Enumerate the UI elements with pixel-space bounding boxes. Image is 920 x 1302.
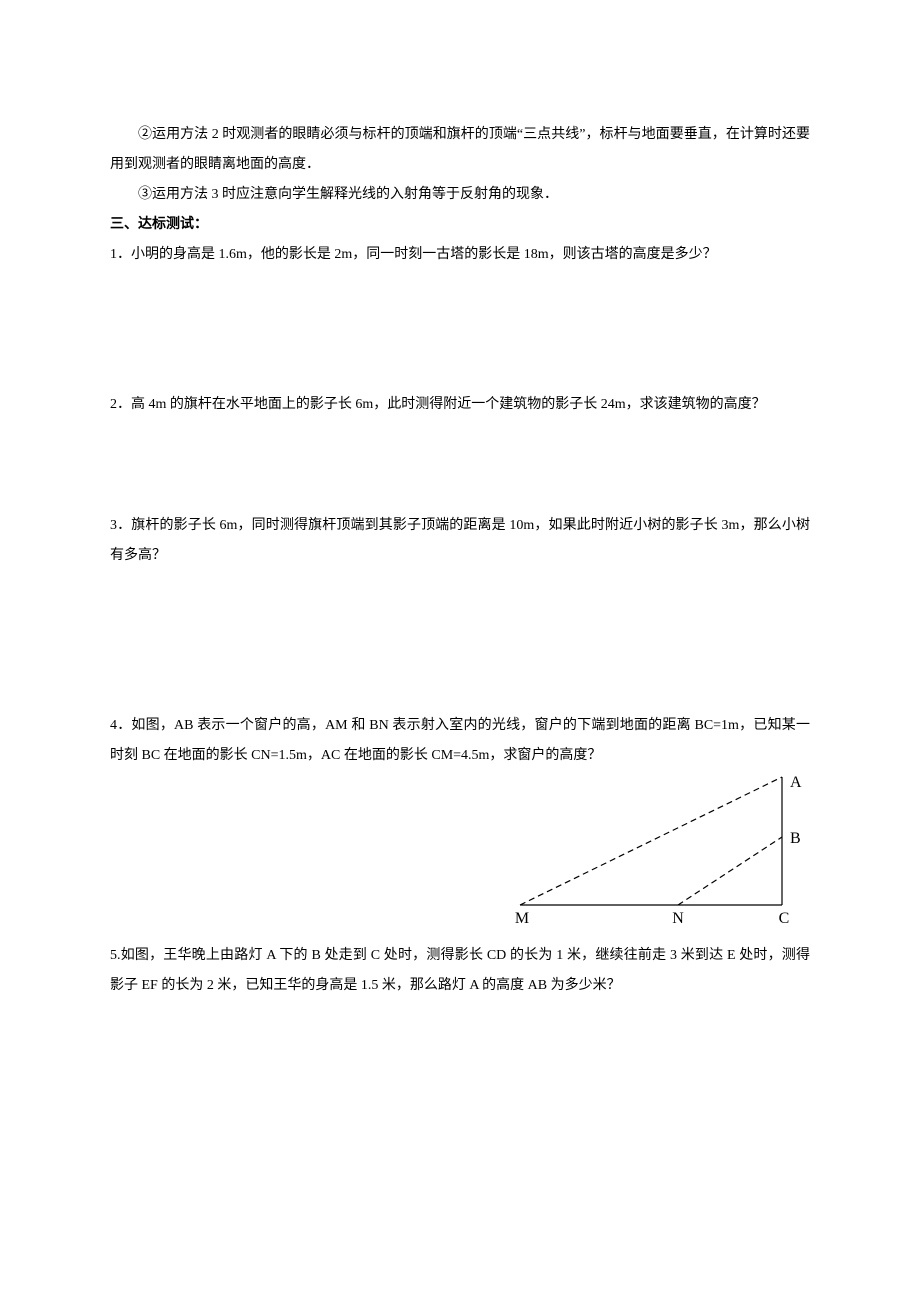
diagram-q4: A B C N M — [500, 775, 810, 931]
diagram-q4-wrap: A B C N M — [110, 775, 810, 931]
spacer — [110, 421, 810, 511]
svg-text:A: A — [790, 775, 802, 791]
section-3-heading: 三、达标测试： — [110, 210, 810, 240]
paragraph-method-2: ②运用方法 2 时观测者的眼睛必须与标杆的顶端和旗杆的顶端“三点共线”，标杆与地… — [110, 120, 810, 180]
spacer — [110, 571, 810, 711]
question-5: 5.如图，王华晚上由路灯 A 下的 B 处走到 C 处时，测得影长 CD 的长为… — [110, 941, 810, 1001]
question-3: 3．旗杆的影子长 6m，同时测得旗杆顶端到其影子顶端的距离是 10m，如果此时附… — [110, 511, 810, 571]
paragraph-method-3: ③运用方法 3 时应注意向学生解释光线的入射角等于反射角的现象． — [110, 180, 810, 210]
question-1: 1．小明的身高是 1.6m，他的影长是 2m，同一时刻一古塔的影长是 18m，则… — [110, 240, 810, 270]
spacer — [110, 270, 810, 390]
svg-text:C: C — [779, 910, 790, 927]
svg-text:N: N — [672, 910, 684, 927]
question-2: 2．高 4m 的旗杆在水平地面上的影子长 6m，此时测得附近一个建筑物的影子长 … — [110, 390, 810, 420]
svg-text:B: B — [790, 830, 801, 847]
svg-text:M: M — [515, 910, 529, 927]
question-4: 4．如图，AB 表示一个窗户的高，AM 和 BN 表示射入室内的光线，窗户的下端… — [110, 711, 810, 771]
